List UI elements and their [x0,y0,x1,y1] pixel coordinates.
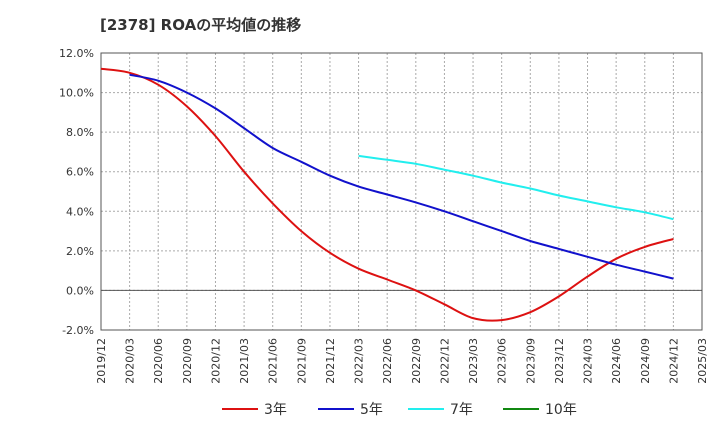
legend-label-1: 3年 [264,402,287,418]
legend-label-4: 10年 [545,402,577,418]
x-tick-label: 2021/03 [238,338,251,384]
y-tick-label: 8.0% [66,126,94,139]
legend-label-3: 7年 [450,402,473,418]
legend: 3年 5年 7年 10年 [222,402,577,418]
x-tick-label: 2024/03 [582,338,595,384]
grid [101,53,702,330]
x-tick-label: 2022/09 [410,338,423,384]
x-tick-label: 2022/06 [381,338,394,384]
x-tick-label: 2021/06 [267,338,280,384]
y-tick-label: 4.0% [66,205,94,218]
x-tick-label: 2024/12 [667,338,680,384]
y-tick-label: -2.0% [62,324,94,337]
series-line-1 [100,67,674,322]
series-line-2 [129,73,674,280]
series-line-3 [358,154,674,221]
x-tick-label: 2022/03 [353,338,366,384]
x-tick-label: 2022/12 [438,338,451,384]
x-tick-label: 2023/12 [553,338,566,384]
y-tick-label: 12.0% [59,47,94,60]
x-tick-label: 2020/12 [209,338,222,384]
y-tick-label: 10.0% [59,87,94,100]
y-tick-label: 6.0% [66,166,94,179]
chart-title: [2378] ROAの平均値の推移 [100,16,302,34]
x-tick-label: 2024/09 [639,338,652,384]
series-lines [100,67,674,322]
axes: -2.0% 0.0% 2.0% 4.0% 6.0% 8.0% 10.0% 12.0% 2019/… [59,47,709,384]
x-tick-label: 2021/12 [324,338,337,384]
legend-label-2: 5年 [360,402,383,418]
y-tick-label: 0.0% [66,284,94,297]
plot-frame [100,52,703,331]
x-tick-label: 2023/03 [467,338,480,384]
x-tick-label: 2021/09 [295,338,308,384]
x-tick-label: 2023/06 [496,338,509,384]
x-tick-label: 2020/03 [124,338,137,384]
x-tick-label: 2023/09 [524,338,537,384]
x-tick-label: 2025/03 [696,338,709,384]
x-tick-label: 2020/06 [152,338,165,384]
x-tick-label: 2020/09 [181,338,194,384]
x-tick-label: 2024/06 [610,338,623,384]
x-tick-label: 2019/12 [95,338,108,384]
y-tick-label: 2.0% [66,245,94,258]
